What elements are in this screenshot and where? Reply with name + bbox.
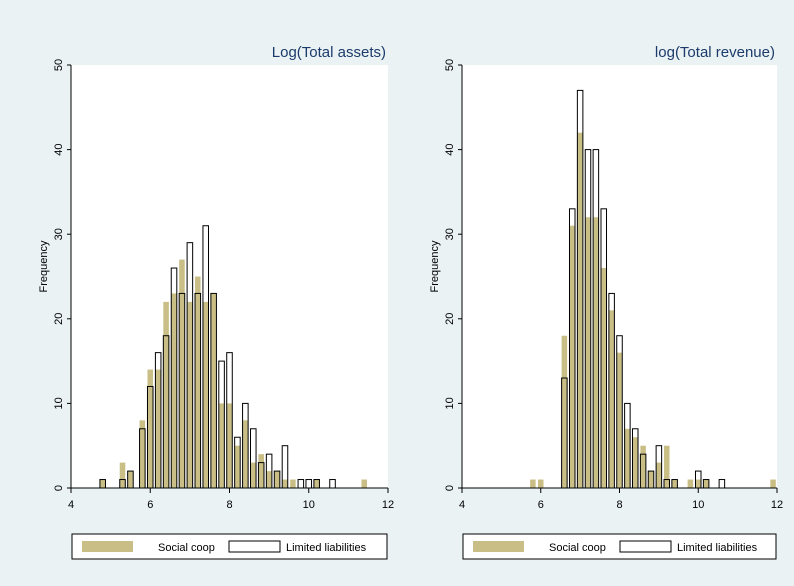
bar bbox=[195, 276, 201, 488]
x-tick-label: 12 bbox=[382, 499, 394, 511]
bar bbox=[119, 462, 126, 488]
bar bbox=[577, 132, 583, 488]
y-tick-label: 30 bbox=[53, 228, 65, 240]
legend: Social coop Limited liabilities bbox=[71, 533, 388, 560]
y-tick-label: 0 bbox=[53, 485, 65, 491]
bar bbox=[218, 403, 225, 488]
bar bbox=[616, 352, 623, 488]
bar bbox=[656, 462, 662, 488]
bar bbox=[274, 471, 280, 488]
legend-label-social-coop: Social coop bbox=[549, 542, 606, 554]
y-axis-label: Frequency bbox=[38, 240, 50, 292]
legend: Social coop Limited liabilities bbox=[462, 533, 777, 560]
bar bbox=[593, 217, 599, 488]
legend-label-social-coop: Social coop bbox=[158, 542, 215, 554]
bar bbox=[569, 225, 576, 489]
bar bbox=[290, 479, 296, 488]
chart-title: Log(Total assets) bbox=[272, 44, 386, 61]
bar bbox=[695, 479, 702, 488]
chart-title: log(Total revenue) bbox=[655, 44, 775, 61]
bar bbox=[537, 479, 544, 488]
legend-swatch-social-coop bbox=[473, 541, 524, 552]
bar bbox=[608, 310, 615, 488]
x-tick-label: 6 bbox=[147, 499, 153, 511]
bar bbox=[266, 471, 272, 488]
y-tick-label: 20 bbox=[53, 313, 65, 325]
bar bbox=[663, 445, 670, 488]
bar bbox=[171, 293, 177, 488]
x-tick-label: 8 bbox=[616, 499, 622, 511]
x-tick-label: 6 bbox=[538, 499, 544, 511]
y-tick-label: 50 bbox=[444, 59, 456, 71]
bar bbox=[313, 479, 320, 488]
legend-swatch-limited-liabilities bbox=[619, 540, 672, 553]
bar bbox=[671, 479, 678, 488]
bar bbox=[600, 268, 607, 488]
y-tick-label: 30 bbox=[444, 228, 456, 240]
bar bbox=[250, 462, 257, 488]
y-tick-label: 10 bbox=[444, 397, 456, 409]
x-tick-label: 10 bbox=[303, 499, 315, 511]
bar bbox=[632, 437, 639, 488]
bar bbox=[127, 471, 134, 488]
x-tick-label: 10 bbox=[692, 499, 704, 511]
bar bbox=[361, 479, 367, 488]
bar bbox=[179, 259, 185, 488]
bar bbox=[703, 479, 709, 488]
y-tick-label: 20 bbox=[444, 313, 456, 325]
x-tick-label: 12 bbox=[771, 499, 783, 511]
x-tick-label: 4 bbox=[459, 499, 465, 511]
legend-label-limited-liabilities: Limited liabilities bbox=[286, 542, 367, 554]
bar bbox=[640, 445, 646, 488]
x-tick-label: 8 bbox=[226, 499, 232, 511]
bar bbox=[585, 217, 591, 488]
bar bbox=[242, 420, 249, 488]
bar bbox=[163, 301, 169, 488]
y-tick-label: 40 bbox=[444, 143, 456, 155]
legend-swatch-limited-liabilities bbox=[228, 540, 281, 553]
bar bbox=[648, 471, 654, 488]
y-tick-label: 40 bbox=[53, 143, 65, 155]
legend-label-limited-liabilities: Limited liabilities bbox=[677, 542, 758, 554]
bar bbox=[210, 293, 217, 488]
y-axis-label: Frequency bbox=[429, 240, 441, 292]
bar bbox=[187, 301, 193, 488]
bar bbox=[530, 479, 536, 488]
y-tick-label: 50 bbox=[53, 59, 65, 71]
x-tick-label: 4 bbox=[68, 499, 74, 511]
series-social-coop bbox=[530, 132, 776, 489]
bar bbox=[155, 369, 161, 488]
bar bbox=[147, 369, 154, 488]
bar bbox=[139, 420, 146, 488]
bar bbox=[770, 479, 776, 488]
bar bbox=[226, 403, 233, 488]
y-tick-label: 10 bbox=[53, 397, 65, 409]
chart-panel-1: 0 10 20 30 40 50 4 6 8 10 12 Frequency Log(Total ass… bbox=[38, 44, 394, 560]
y-tick-label: 0 bbox=[444, 485, 456, 491]
legend-swatch-social-coop bbox=[82, 541, 133, 552]
chart-panel-2: 0 10 20 30 40 50 4 6 8 10 12 Frequency log(Total rev… bbox=[429, 44, 783, 560]
bar bbox=[624, 428, 631, 488]
bar bbox=[282, 479, 288, 488]
bar bbox=[202, 301, 209, 488]
bar bbox=[687, 479, 694, 488]
bar bbox=[99, 479, 106, 488]
bar bbox=[561, 335, 568, 488]
bar bbox=[258, 454, 264, 488]
bar bbox=[234, 445, 241, 488]
series-social-coop bbox=[99, 259, 367, 488]
